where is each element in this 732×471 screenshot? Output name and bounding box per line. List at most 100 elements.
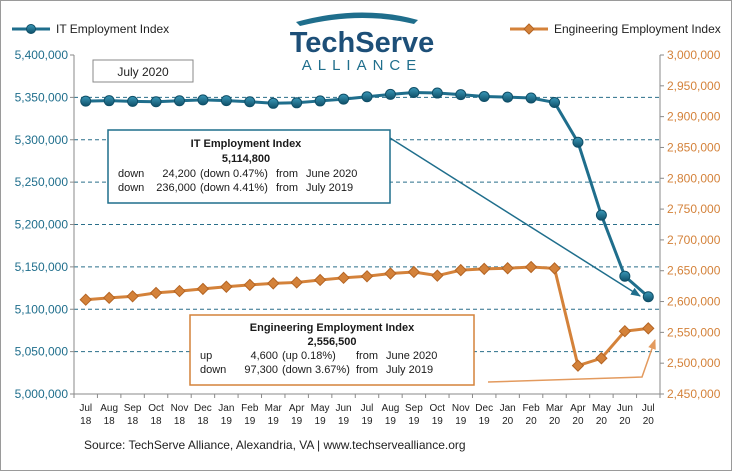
x-tick-label-year: 18 [127,416,139,427]
eng-point [618,324,632,338]
x-tick-label-year: 19 [361,416,373,427]
eng-point [642,322,655,335]
eng-callout: Engineering Employment Index 2,556,500 u… [189,314,475,386]
x-tick-label-month: May [592,403,611,414]
x-tick-label-year: 20 [572,416,584,427]
x-tick-label-year: 20 [619,416,631,427]
x-tick-label-month: Feb [522,403,540,414]
x-tick-label-month: Jul [79,403,92,414]
eng-point [196,282,210,296]
x-tick-label-year: 20 [643,416,655,427]
right-tick-label: 2,450,000 [667,387,721,401]
month-badge-box [92,59,194,83]
x-tick-label-year: 19 [221,416,233,427]
it-point [244,96,256,108]
eng-point [384,267,397,280]
x-tick-label-year: 19 [455,416,467,427]
eng-point [431,269,444,282]
eng-point [79,293,92,306]
x-tick-label-month: Jun [617,403,633,414]
x-tick-label-month: Nov [452,403,470,414]
left-tick-label: 5,350,000 [15,90,69,104]
right-tick-label: 2,900,000 [667,110,721,124]
x-tick-label-month: Oct [148,403,164,414]
x-tick-label-month: Jul [361,403,374,414]
x-tick-label-year: 19 [338,416,350,427]
right-axis: 2,450,000 2,500,000 2,550,000 2,600,000 2,65… [660,48,721,401]
x-tick-label-month: Dec [194,403,212,414]
eng-point [220,280,233,293]
x-tick-label-year: 19 [432,416,444,427]
eng-point [360,270,374,283]
right-tick-label: 2,550,000 [667,325,721,339]
right-tick-label: 2,500,000 [667,356,721,370]
eng-callout-arrow [487,339,656,383]
right-tick-label: 2,700,000 [667,233,721,247]
eng-point [102,291,116,305]
it-callout: IT Employment Index 5,114,800 down 24,20… [107,129,391,204]
it-point [431,87,443,99]
x-tick-label-year: 18 [150,416,162,427]
it-point [150,96,162,108]
eng-callout-box [189,314,475,386]
left-tick-label: 5,300,000 [15,133,69,147]
it-point [220,95,232,107]
eng-row1-dir: up [200,350,212,362]
it-point [642,291,654,303]
eng-row1-pct: (up 0.18%) [282,350,336,362]
eng-row1-period: June 2020 [386,350,437,362]
eng-row2-pct: (down 3.67%) [282,364,350,376]
x-tick-label-month: May [311,403,330,414]
x-tick-label-month: Feb [241,403,259,414]
legend-it-marker [26,24,36,34]
it-point [197,94,209,106]
x-tick-label-month: Sep [124,403,142,414]
x-tick-label-month: Mar [546,403,564,414]
eng-point [267,277,280,290]
right-tick-label: 2,800,000 [667,171,721,185]
eng-point [454,263,467,277]
x-tick-label-month: Apr [570,403,586,414]
techserve-logo: TechServe ALLIANCE [290,12,435,74]
it-callout-arrow [389,137,641,297]
eng-callout-title: Engineering Employment Index [250,322,415,334]
it-point [103,95,115,107]
eng-row2-period: July 2019 [386,364,433,376]
x-tick-label-month: Oct [430,403,446,414]
it-point [267,97,279,109]
series-it [80,87,654,303]
it-point [361,91,373,103]
left-tick-label: 5,100,000 [15,302,69,316]
right-tick-label: 2,750,000 [667,202,721,216]
left-tick-label: 5,250,000 [15,175,69,189]
logo-main: TechServe [290,27,435,59]
left-tick-label: 5,200,000 [15,218,69,232]
x-tick-label-month: Aug [382,403,400,414]
eng-point [243,278,257,292]
eng-row1-amount: 4,600 [250,350,278,362]
x-tick-label-year: 19 [408,416,420,427]
x-tick-label-month: Mar [265,403,283,414]
legend-eng: Engineering Employment Index [510,22,721,36]
logo-sub: ALLIANCE [302,57,423,74]
left-tick-label: 5,400,000 [15,48,69,62]
right-tick-label: 2,950,000 [667,79,721,93]
it-row1-dir: down [118,168,144,180]
legend-it-label: IT Employment Index [56,22,169,36]
eng-point [173,284,186,298]
it-point [408,87,420,99]
it-row2-dir: down [118,182,144,194]
x-tick-label-year: 19 [385,416,397,427]
it-point [314,95,326,107]
it-point [291,97,303,109]
it-row1-period: June 2020 [306,168,357,180]
eng-point [337,271,350,285]
left-tick-label: 5,000,000 [15,387,69,401]
x-tick-label-year: 18 [197,416,209,427]
x-tick-label-year: 19 [291,416,303,427]
eng-point [524,260,538,274]
eng-point [501,262,514,275]
it-point [173,95,185,107]
eng-point [477,262,491,276]
